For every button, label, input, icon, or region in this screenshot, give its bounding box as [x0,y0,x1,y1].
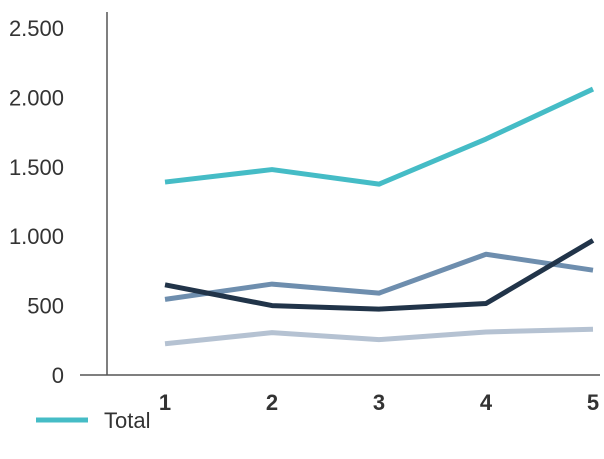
data-point [163,297,168,302]
data-point [591,327,596,332]
data-point [377,337,382,342]
data-point [484,252,489,257]
series-3 [163,238,596,312]
series-1 [163,86,596,187]
series-line [164,326,594,347]
series-line [164,238,595,312]
data-point [163,180,168,185]
y-tick-label: 0 [52,363,64,388]
series-line [164,86,595,187]
data-point [163,341,168,346]
y-tick-label: 500 [27,294,64,319]
data-point [591,238,596,243]
legend: Total [36,408,150,433]
x-tick-label: 4 [480,390,493,415]
data-point [270,167,275,172]
series-lines [163,86,596,347]
y-axis-ticks: 0 500 1.000 1.500 2.000 2.500 [9,16,64,388]
data-point [591,268,596,273]
x-tick-label: 1 [159,390,171,415]
x-axis-ticks: 1 2 3 4 5 [159,390,599,415]
data-point [377,291,382,296]
data-point [163,282,168,287]
x-tick-label: 2 [266,390,278,415]
y-tick-label: 2.000 [9,85,64,110]
legend-label: Total [104,408,150,433]
data-point [270,303,275,308]
data-point [377,182,382,187]
data-point [377,307,382,312]
series-4 [163,326,596,347]
series-line [164,251,594,302]
y-tick-label: 1.000 [9,224,64,249]
data-point [270,282,275,287]
x-tick-label: 5 [587,390,599,415]
data-point [270,330,275,335]
data-point [484,137,489,142]
data-point [484,301,489,306]
y-tick-label: 1.500 [9,155,64,180]
x-tick-label: 3 [373,390,385,415]
y-tick-label: 2.500 [9,16,64,41]
data-point [484,329,489,334]
data-point [591,87,596,92]
series-2 [163,251,596,302]
